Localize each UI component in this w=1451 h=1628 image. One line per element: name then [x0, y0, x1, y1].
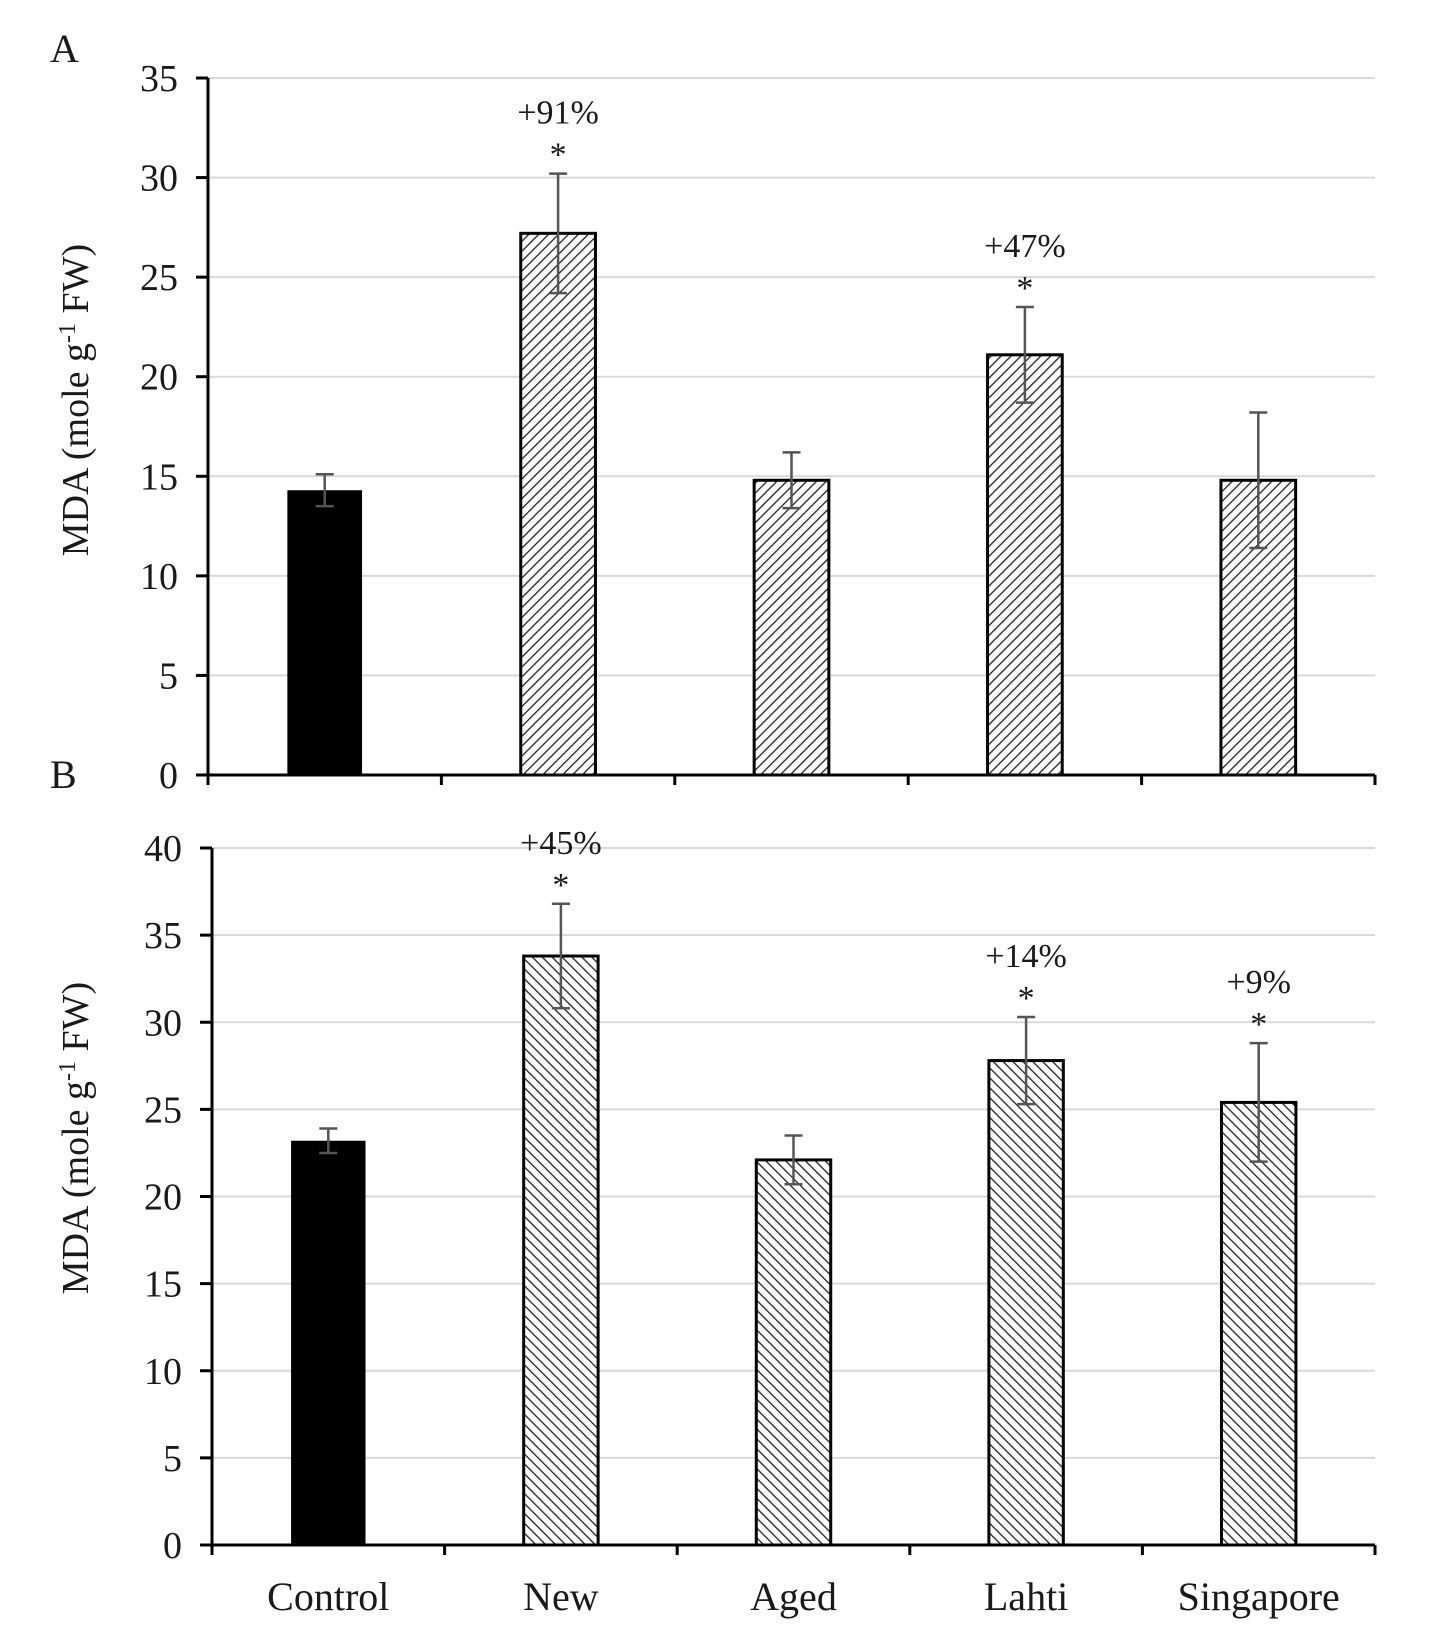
- panel-b-error-bar-singapore: [1249, 1041, 1268, 1163]
- panel-a-error-bar-new: [549, 172, 568, 295]
- panel-a-y-tick-label: 10: [140, 556, 178, 598]
- panel-b-error-bar-control: [319, 1127, 338, 1155]
- panel-b-percent-label: +45%: [520, 825, 602, 862]
- panel-a-y-tick-label: 30: [140, 158, 178, 200]
- panel-a-chart: A 0 5 10 15 20 25 30 35 * +91% * +47% MDA (mole g-…: [50, 26, 1377, 797]
- panel-a-y-tick-label: 35: [140, 58, 178, 100]
- panel-a-axes: [196, 76, 1377, 785]
- panel-a-significance-star: *: [550, 137, 567, 174]
- panel-a-y-tick-labels: 0 5 10 15 20 25 30 35: [140, 58, 178, 797]
- x-category-label-new: New: [523, 1574, 599, 1619]
- panel-a-letter: A: [50, 26, 79, 71]
- panel-b-y-tick-label: 5: [163, 1438, 182, 1480]
- panel-b-axes: [200, 846, 1377, 1555]
- panel-b-significance-star: *: [552, 867, 569, 904]
- panel-a-y-tick-label: 15: [140, 456, 178, 498]
- panel-a-y-tick-label: 20: [140, 357, 178, 399]
- panel-b-bar-new: [522, 954, 600, 1547]
- panel-a-percent-label: +47%: [984, 228, 1066, 265]
- panel-b-error-bar-new: [551, 902, 570, 1010]
- panel-b-y-tick-label: 10: [144, 1351, 182, 1393]
- panel-b-y-tick-label: 25: [144, 1089, 182, 1131]
- panel-a-error-bars: [315, 172, 1268, 550]
- panel-b-y-tick-label: 15: [144, 1264, 182, 1306]
- panel-b-percent-label: +9%: [1226, 964, 1291, 1001]
- panel-a-y-tick-label: 5: [159, 655, 178, 697]
- panel-b-bars: [291, 954, 1298, 1547]
- panel-b-y-tick-label: 20: [144, 1177, 182, 1219]
- panel-b-y-tick-label: 30: [144, 1002, 182, 1044]
- panel-a-y-axis-label: MDA (mole g-1 FW): [55, 244, 97, 556]
- panel-a-error-bar-aged: [782, 451, 801, 510]
- panel-b-significance-star: *: [1250, 1006, 1267, 1043]
- panel-b-bar-aged: [754, 1158, 833, 1547]
- panel-b-y-tick-labels: 0 5 10 15 20 25 30 35 40: [144, 828, 182, 1567]
- panel-a-y-tick-label: 0: [159, 755, 178, 797]
- panel-a-significance-star: *: [1016, 270, 1033, 307]
- panel-a-error-bar-control: [315, 473, 334, 508]
- x-category-labels: Control New Aged Lahti Singapore: [267, 1574, 1340, 1619]
- panel-a-percent-label: +91%: [517, 95, 599, 132]
- panel-b-y-tick-label: 35: [144, 915, 182, 957]
- panel-a-error-bar-lahti: [1015, 305, 1034, 404]
- panel-a-error-bar-singapore: [1249, 411, 1268, 550]
- panel-a-bar-new: [519, 231, 597, 777]
- panel-b-error-bar-aged: [784, 1134, 803, 1186]
- panel-a-bar-aged: [752, 478, 831, 777]
- panel-b-error-bar-lahti: [1017, 1015, 1036, 1106]
- panel-b-bar-lahti: [987, 1059, 1065, 1547]
- panel-b-percent-label: +14%: [985, 938, 1067, 975]
- panel-a-annotations: * +91% * +47%: [517, 95, 1065, 307]
- panel-b-chart: B 0 5 10 15 20 25 30 35 40 * +45% * +14% * +9% Contro…: [50, 752, 1377, 1619]
- panel-a-bar-control: [287, 490, 363, 775]
- panel-b-bar-singapore: [1219, 1100, 1298, 1547]
- panel-b-letter: B: [50, 752, 77, 797]
- x-category-label-aged: Aged: [750, 1574, 837, 1619]
- panel-b-bar-control: [291, 1140, 366, 1545]
- x-category-label-lahti: Lahti: [984, 1574, 1068, 1619]
- x-category-label-singapore: Singapore: [1178, 1574, 1340, 1619]
- x-category-label-control: Control: [267, 1574, 389, 1619]
- panel-a-y-tick-label: 25: [140, 257, 178, 299]
- panel-b-significance-star: *: [1018, 980, 1035, 1017]
- panel-b-y-tick-label: 40: [144, 828, 182, 870]
- panel-a-bar-lahti: [986, 353, 1064, 777]
- panel-b-y-axis-label: MDA (mole g-1 FW): [55, 982, 97, 1294]
- panel-b-error-bars: [319, 902, 1268, 1186]
- panel-b-annotations: * +45% * +14% * +9%: [520, 825, 1291, 1043]
- panel-b-y-tick-label: 0: [163, 1525, 182, 1567]
